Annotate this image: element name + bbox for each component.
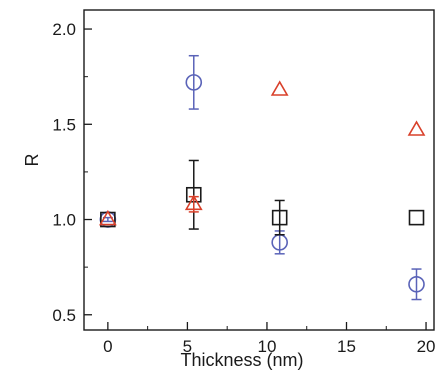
data-point-circle (185, 74, 203, 91)
data-point-circle (408, 275, 425, 293)
data-point-triangle (184, 194, 203, 211)
y-axis-label: R (22, 154, 42, 167)
data-point-square (408, 209, 425, 226)
data-point-square (271, 209, 288, 226)
plot-area: 0 5 10 15 20 0.5 1.0 1.5 2.0 (52, 9, 436, 356)
x-tick-label: 10 (257, 337, 276, 356)
x-tick-label: 0 (103, 337, 112, 356)
y-tick-label: 1.5 (52, 115, 76, 134)
data-point-triangle (270, 80, 289, 96)
x-axis-label: Thickness (nm) (180, 350, 303, 370)
x-tick-label: 20 (417, 337, 436, 356)
y-tick-label: 0.5 (52, 306, 76, 325)
data-point-triangle (407, 120, 426, 136)
y-tick-label: 1.0 (52, 211, 76, 230)
y-tick-label: 2.0 (52, 20, 76, 39)
x-tick-label: 5 (183, 337, 192, 356)
x-tick-label: 15 (337, 337, 356, 356)
data-point-triangle (98, 209, 117, 226)
plot-frame (83, 9, 435, 331)
